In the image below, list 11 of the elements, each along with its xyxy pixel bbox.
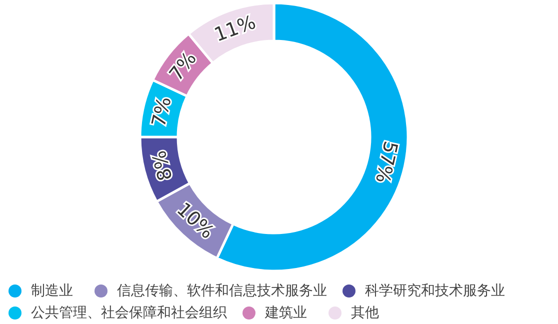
legend-label: 其他	[351, 305, 379, 321]
data-label: 57%	[370, 139, 402, 186]
data-label: 11%	[211, 11, 259, 46]
legend-label: 制造业	[31, 283, 73, 299]
legend-label: 信息传输、软件和信息技术服务业	[117, 283, 327, 299]
legend-label: 公共管理、社会保障和社会组织	[31, 305, 227, 321]
data-label: 7%	[148, 94, 176, 130]
data-label: 7%	[165, 48, 202, 86]
data-label: 8%	[148, 148, 178, 183]
legend-label: 建筑业	[264, 305, 307, 321]
legend-label: 科学研究和技术服务业	[365, 283, 505, 299]
